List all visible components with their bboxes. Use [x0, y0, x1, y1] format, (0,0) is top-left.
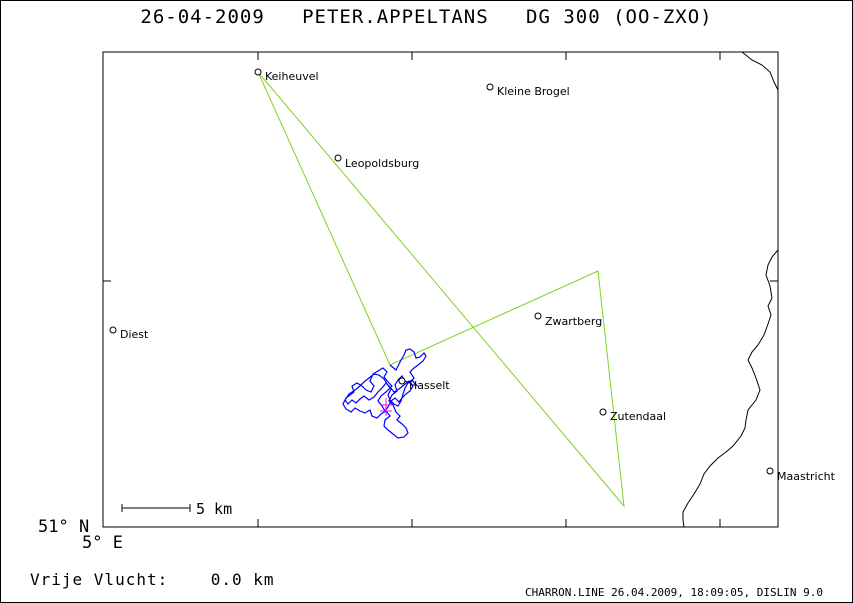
free-flight-label: Vrije Vlucht: [30, 570, 169, 589]
place-label: Kleine Brogel [497, 85, 570, 98]
credits-line: CHARRON.LINE 26.04.2009, 18:09:05, DISLI… [524, 586, 823, 599]
longitude-label: 5° E [82, 533, 123, 553]
pilot-name: PETER.APPELTANS [302, 6, 489, 28]
place-marker [486, 83, 494, 91]
place-marker [109, 326, 117, 334]
start-marker [380, 398, 392, 416]
flight-track [342, 348, 427, 439]
place-maastricht[interactable]: Maastricht [766, 467, 836, 483]
place-label: Hasselt [409, 379, 450, 392]
place-label: Leopoldsburg [345, 157, 419, 170]
place-label: Zwartberg [545, 315, 602, 328]
place-diest[interactable]: Diest [109, 326, 149, 341]
border-line [682, 249, 779, 528]
place-label: Keiheuvel [265, 70, 319, 83]
axis-ticks [103, 52, 778, 527]
place-marker [534, 312, 542, 320]
flight-date: 26-04-2009 [140, 6, 265, 28]
place-marker [398, 377, 406, 385]
place-marker [254, 68, 262, 76]
place-leopoldsburg[interactable]: Leopoldsburg [334, 154, 419, 170]
place-marker [599, 408, 607, 416]
scale-bar [121, 504, 191, 512]
place-marker [766, 467, 774, 475]
glider-name: DG 300 (OO-ZXO) [526, 6, 713, 28]
place-label: Zutendaal [610, 410, 666, 423]
place-label: Maastricht [777, 470, 836, 483]
place-label: Diest [120, 328, 149, 341]
place-kleine-brogel[interactable]: Kleine Brogel [486, 83, 570, 98]
task-route-line [257, 71, 625, 508]
border-line [741, 51, 779, 91]
place-marker [334, 154, 342, 162]
place-keiheuvel[interactable]: Keiheuvel [254, 68, 319, 83]
latitude-label: 51° N [38, 517, 90, 537]
map-axes-box [102, 51, 779, 528]
place-zwartberg[interactable]: Zwartberg [534, 312, 602, 328]
free-flight-summary: Vrije Vlucht: 0.0 km [30, 570, 275, 589]
scale-bar-label: 5 km [196, 500, 232, 518]
page-title: 26-04-2009 PETER.APPELTANS DG 300 (OO-ZX… [0, 6, 853, 28]
place-hasselt[interactable]: Hasselt [398, 377, 450, 392]
place-zutendaal[interactable]: Zutendaal [599, 408, 666, 423]
free-flight-value: 0.0 km [210, 570, 275, 589]
